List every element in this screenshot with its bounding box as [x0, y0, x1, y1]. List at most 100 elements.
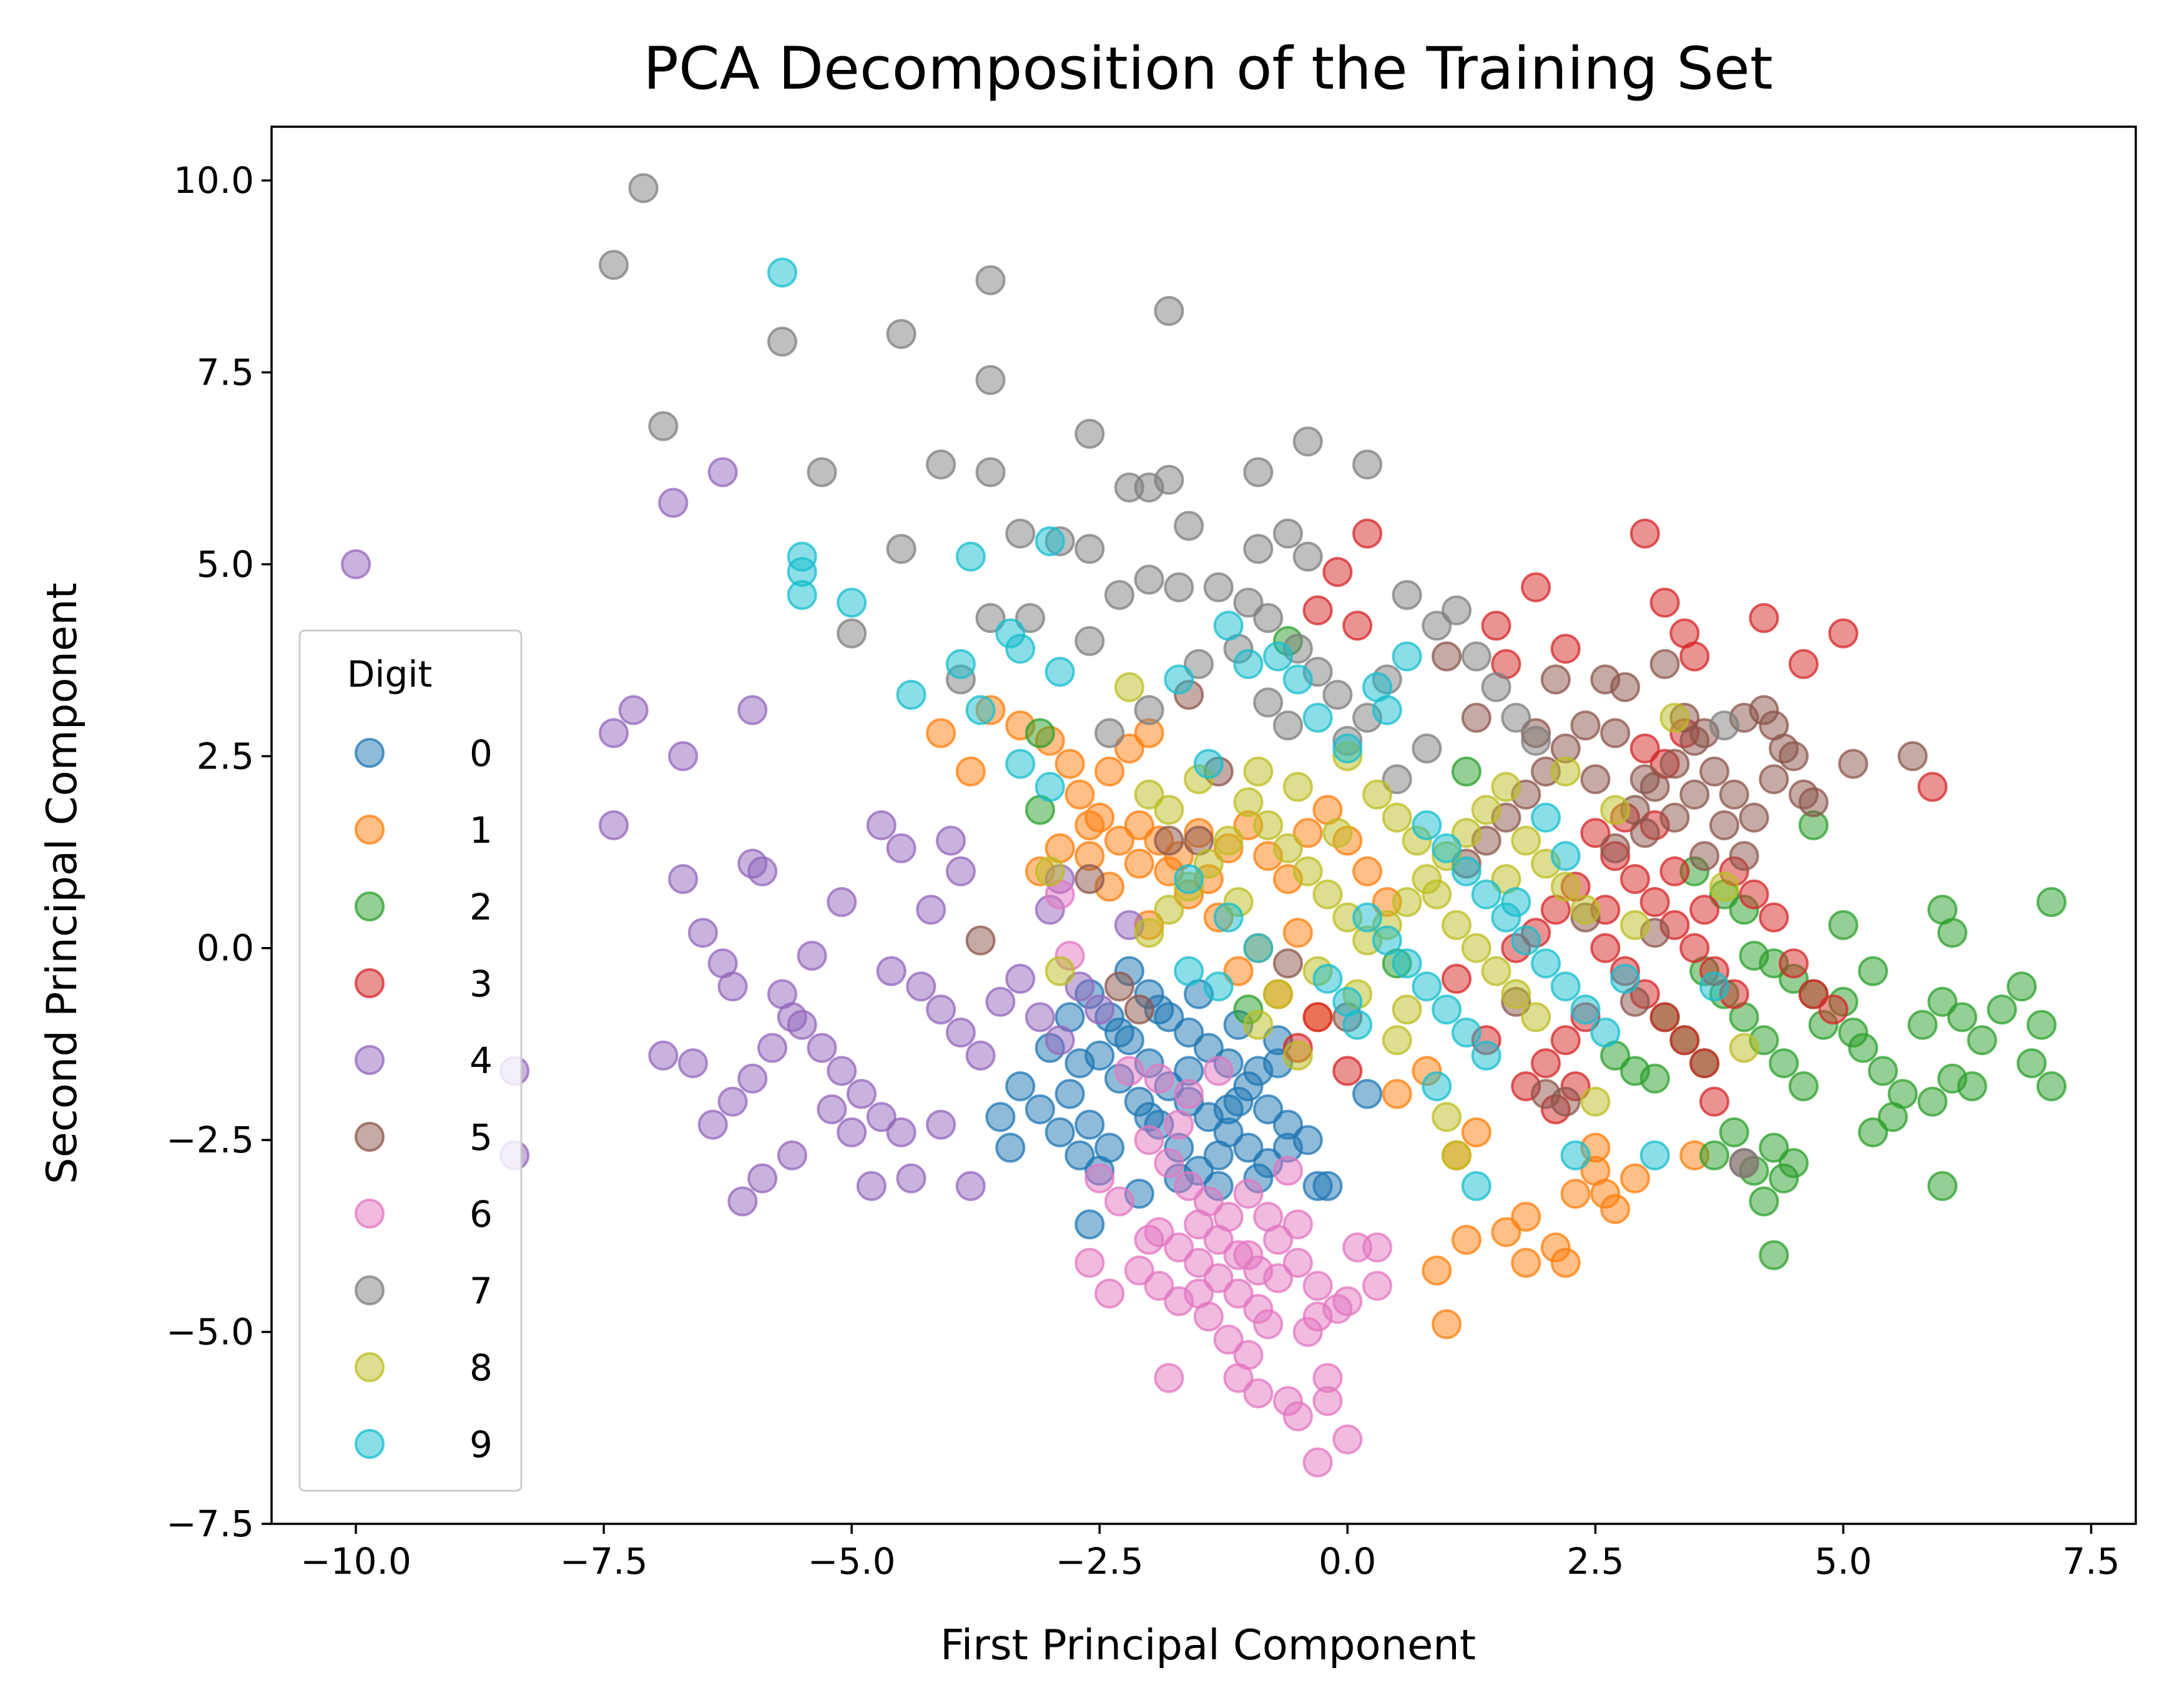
- data-point: [1422, 611, 1452, 641]
- data-point: [827, 887, 857, 917]
- data-point: [1580, 818, 1611, 848]
- data-point: [817, 1094, 847, 1124]
- x-tick-label: −10.0: [300, 1540, 411, 1583]
- data-point: [1094, 1279, 1125, 1309]
- data-point: [1362, 1232, 1392, 1263]
- data-point: [1749, 1186, 1779, 1217]
- data-point: [1154, 795, 1184, 825]
- data-point: [1243, 1378, 1274, 1408]
- data-point: [955, 1171, 986, 1201]
- legend-label-6: 6: [469, 1193, 493, 1235]
- data-point: [1193, 748, 1224, 779]
- data-point: [1362, 1270, 1392, 1301]
- data-point: [1064, 971, 1095, 1002]
- y-tick-label: 10.0: [174, 159, 254, 202]
- legend-marker-4: [355, 1045, 385, 1075]
- data-point: [1184, 1279, 1214, 1309]
- data-point: [1312, 879, 1343, 910]
- data-point: [1432, 641, 1462, 672]
- data-point: [1282, 664, 1313, 695]
- data-point: [1550, 871, 1581, 902]
- data-point: [1134, 1225, 1164, 1255]
- data-point: [1531, 1079, 1561, 1109]
- data-point: [1451, 1225, 1482, 1255]
- data-point: [599, 250, 629, 280]
- data-point: [965, 925, 996, 956]
- data-point: [628, 173, 659, 204]
- series-digit-9: [767, 257, 1729, 1201]
- data-point: [747, 856, 778, 886]
- data-point: [886, 319, 916, 349]
- data-point: [1005, 963, 1036, 994]
- data-point: [1233, 1240, 1264, 1270]
- data-point: [1422, 1071, 1452, 1102]
- data-point: [1174, 511, 1204, 541]
- data-point: [1619, 910, 1650, 940]
- data-point: [1273, 710, 1303, 741]
- data-point: [1669, 1025, 1700, 1056]
- data-point: [1521, 1002, 1551, 1033]
- data-point: [1302, 1270, 1333, 1301]
- data-point: [737, 695, 768, 725]
- x-tick-label: 2.5: [1566, 1540, 1624, 1583]
- data-point: [2017, 1048, 2047, 1079]
- data-point: [1223, 1363, 1254, 1393]
- data-point: [1570, 895, 1601, 925]
- data-point: [807, 1033, 837, 1063]
- data-point: [1828, 618, 1859, 649]
- data-point: [945, 649, 976, 679]
- data-point: [1253, 1309, 1284, 1340]
- data-point: [1570, 994, 1601, 1025]
- data-point: [1302, 1447, 1333, 1478]
- data-point: [1134, 695, 1164, 725]
- data-point: [1203, 572, 1234, 602]
- data-point: [1659, 802, 1690, 833]
- legend-title: Digit: [347, 653, 432, 695]
- data-point: [1292, 818, 1323, 848]
- data-point: [777, 1140, 807, 1171]
- data-point: [886, 833, 916, 863]
- data-point: [1639, 887, 1670, 917]
- data-point: [1253, 1094, 1284, 1124]
- data-point: [975, 603, 1006, 633]
- data-point: [618, 695, 649, 725]
- data-point: [1471, 879, 1501, 910]
- data-point: [2027, 1009, 2057, 1040]
- data-point: [1600, 795, 1631, 825]
- data-point: [1243, 534, 1274, 564]
- data-point: [1273, 948, 1303, 979]
- data-point: [1144, 1270, 1174, 1301]
- data-point: [1312, 1171, 1343, 1201]
- data-point: [1759, 710, 1789, 741]
- data-point: [807, 457, 837, 488]
- data-point: [1034, 772, 1065, 802]
- data-point: [1174, 1079, 1204, 1109]
- data-point: [1659, 856, 1690, 886]
- data-point: [648, 411, 679, 441]
- data-point: [1273, 518, 1303, 549]
- data-point: [1124, 994, 1154, 1025]
- data-point: [1233, 1179, 1264, 1209]
- data-point: [926, 718, 956, 748]
- data-point: [1550, 1025, 1581, 1056]
- data-point: [678, 1048, 708, 1079]
- data-point: [1580, 764, 1611, 795]
- series-digit-6: [1044, 879, 1392, 1478]
- data-point: [1332, 1056, 1363, 1086]
- data-point: [1550, 756, 1581, 787]
- data-point: [1203, 971, 1234, 1002]
- data-point: [697, 1109, 728, 1140]
- data-point: [599, 718, 629, 748]
- data-point: [1223, 1279, 1254, 1309]
- data-point: [1699, 1086, 1729, 1117]
- data-point: [1074, 626, 1105, 656]
- data-point: [1124, 848, 1154, 879]
- data-point: [945, 1018, 976, 1048]
- data-point: [1659, 748, 1690, 779]
- data-point: [1292, 856, 1323, 886]
- data-point: [1352, 902, 1383, 933]
- data-point: [827, 1056, 857, 1086]
- data-point: [1442, 963, 1472, 994]
- data-point: [1828, 910, 1859, 940]
